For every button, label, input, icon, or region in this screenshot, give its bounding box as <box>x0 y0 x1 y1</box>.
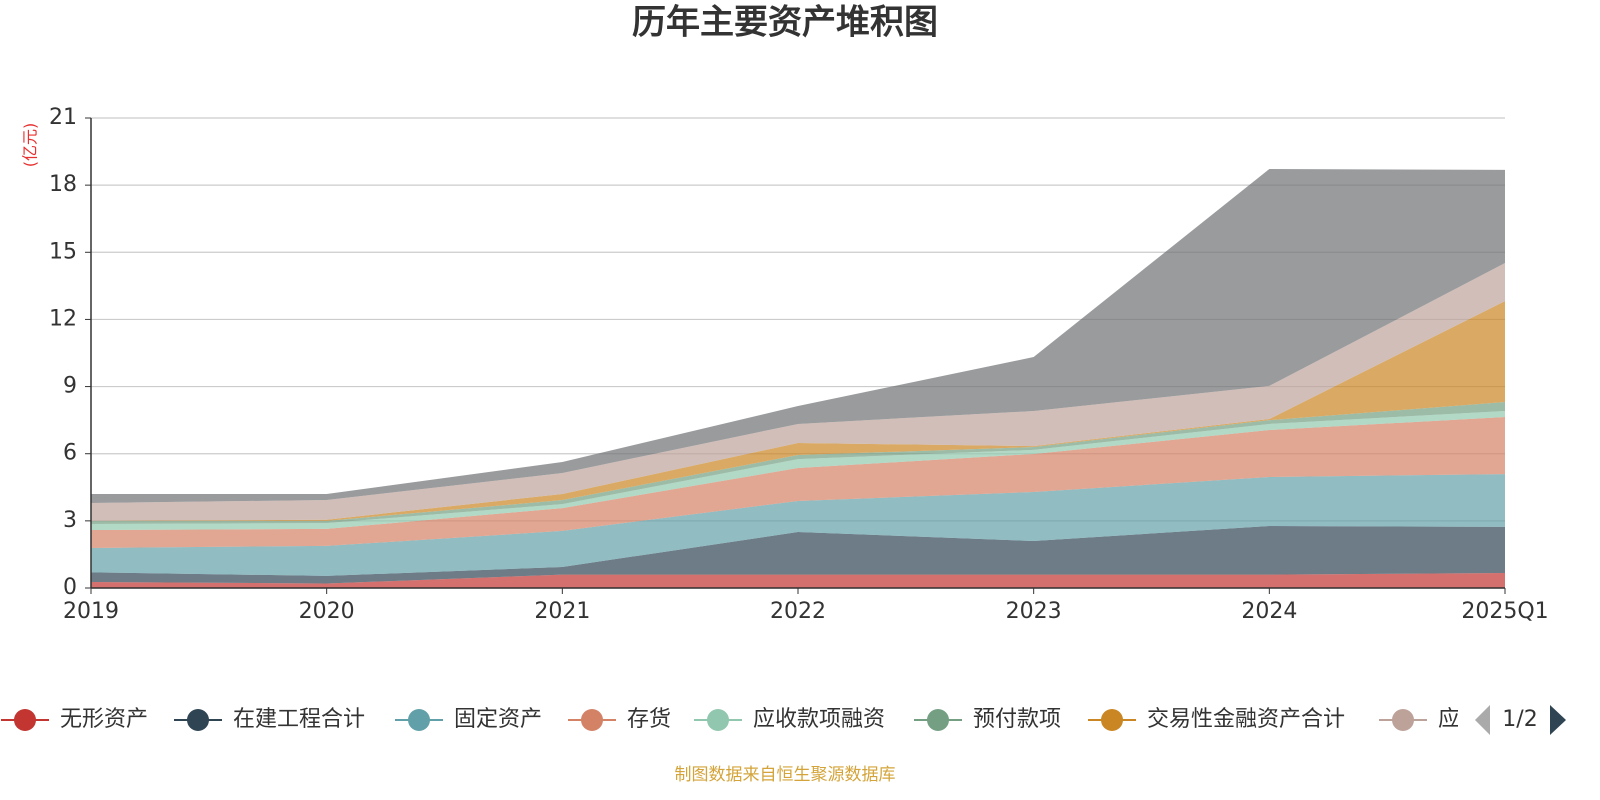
area <box>91 402 1505 524</box>
legend-page: 1/2 <box>1502 707 1537 732</box>
y-tick-label: 21 <box>49 105 77 130</box>
area <box>91 526 1505 584</box>
legend-marker <box>581 709 603 731</box>
source-note: 制图数据来自恒生聚源数据库 <box>675 765 896 785</box>
legend-marker <box>707 709 729 731</box>
legend-label: 交易性金融资产合计 <box>1147 707 1345 732</box>
x-tick-label: 2024 <box>1241 599 1297 624</box>
area <box>91 263 1505 521</box>
plot-area: 0 3 6 9 12 15 18 21 2019 2020 2021 2022 2023 2024 2025… <box>49 105 1549 624</box>
area <box>91 474 1505 576</box>
x-tick-label: 2022 <box>770 599 826 624</box>
legend-label: 应收款项融资 <box>753 707 885 732</box>
x-tick-label: 2021 <box>534 599 590 624</box>
x-tick-label: 2025Q1 <box>1461 599 1548 624</box>
x-tick-label: 2020 <box>299 599 355 624</box>
y-tick-label: 9 <box>63 374 77 399</box>
y-tick-label: 12 <box>49 306 77 331</box>
legend-label: 无形资产 <box>60 707 148 732</box>
legend-marker <box>14 709 36 731</box>
legend-label: 在建工程合计 <box>233 707 365 732</box>
y-axis-label: (亿元) <box>21 123 40 168</box>
legend-marker <box>408 709 430 731</box>
y-tick-label: 6 <box>63 441 77 466</box>
area <box>91 410 1505 531</box>
legend: 无形资产 在建工程合计 固定资产 存货 应收款项融资 预付款项 交易性金融资产合计 应 <box>1 707 1460 732</box>
area <box>91 573 1505 588</box>
y-tick-label: 0 <box>63 575 77 600</box>
y-tick-label: 18 <box>49 172 77 197</box>
legend-marker <box>927 709 949 731</box>
y-tick-label: 3 <box>63 508 77 533</box>
y-tick-label: 15 <box>49 239 77 264</box>
legend-prev[interactable] <box>1475 705 1490 735</box>
x-tick-label: 2019 <box>63 599 119 624</box>
area <box>91 169 1505 503</box>
x-tick-label: 2023 <box>1006 599 1062 624</box>
legend-label: 存货 <box>627 707 671 732</box>
legend-marker <box>1101 709 1123 731</box>
chart-title: 历年主要资产堆积图 <box>632 3 938 43</box>
legend-label: 预付款项 <box>973 707 1061 732</box>
legend-marker <box>187 709 209 731</box>
legend-marker <box>1392 709 1414 731</box>
legend-next[interactable] <box>1550 705 1566 735</box>
legend-label: 应 <box>1438 707 1460 732</box>
legend-label: 固定资产 <box>454 707 542 732</box>
area <box>91 417 1505 548</box>
